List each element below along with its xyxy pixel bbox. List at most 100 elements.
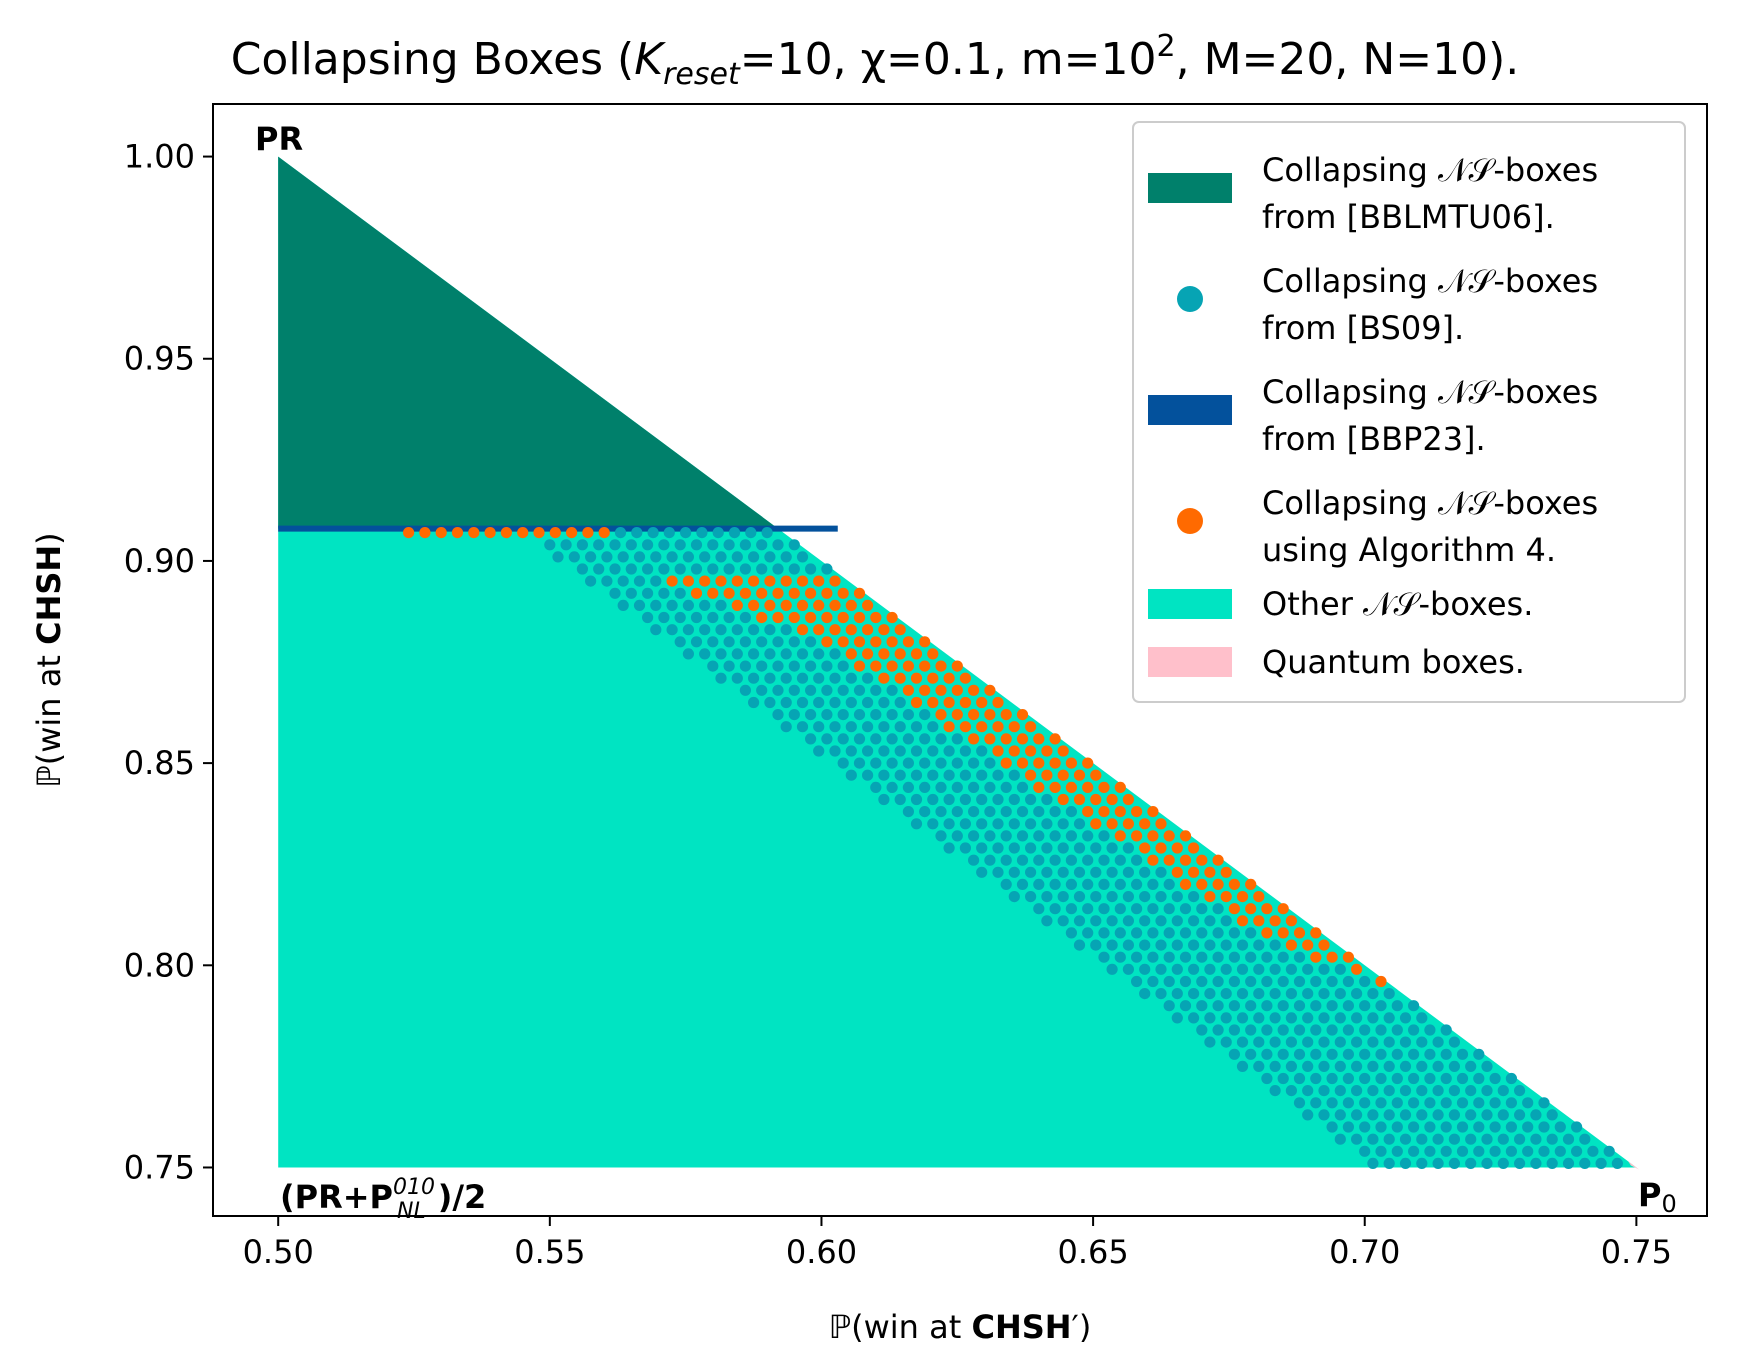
bs09-point	[723, 611, 735, 624]
algo4-point	[1179, 830, 1192, 842]
bs09-point	[1196, 903, 1208, 915]
bs09-point	[764, 624, 776, 636]
algo4-point	[902, 660, 915, 672]
bs09-point	[715, 648, 727, 660]
bs09-point	[894, 721, 906, 733]
bs09-point	[1342, 1121, 1354, 1133]
bs09-point	[1065, 830, 1077, 842]
bs09-point	[1098, 951, 1110, 963]
bs09-point	[650, 575, 662, 587]
bs09-point	[1000, 830, 1012, 842]
algo4-point	[976, 721, 988, 733]
algo4-point	[1073, 793, 1086, 806]
algo4-point	[919, 660, 931, 672]
algo4-point	[1041, 769, 1053, 781]
bs09-point	[1016, 830, 1029, 842]
algo4-point	[862, 624, 874, 636]
bs09-point	[690, 636, 703, 648]
bs09-point	[984, 854, 996, 866]
bs09-point	[1171, 963, 1183, 975]
algo4-point	[935, 709, 947, 721]
bs09-point	[1456, 1145, 1469, 1157]
bs09-point	[1000, 878, 1012, 891]
bs09-point	[1155, 963, 1167, 975]
algo4-point	[968, 733, 980, 745]
bs09-point	[560, 539, 572, 551]
legend-marker-bs09	[1177, 286, 1203, 312]
bs09-point	[1049, 878, 1061, 891]
bs09-point	[1456, 1097, 1469, 1109]
bs09-point	[1196, 975, 1208, 988]
algo4-point	[886, 611, 898, 624]
bs09-point	[959, 793, 972, 806]
bs09-point	[1391, 1121, 1403, 1133]
algo4-point	[1098, 806, 1110, 818]
bs09-point	[837, 733, 849, 745]
algo4-point	[780, 599, 792, 612]
bs09-point	[1049, 830, 1061, 842]
y-tick-label: 0.90	[124, 542, 195, 580]
bs09-point	[1179, 951, 1192, 963]
bs09-point	[663, 527, 675, 539]
bs09-point	[1326, 1097, 1338, 1109]
bs09-point	[894, 745, 906, 757]
bs09-point	[1448, 1036, 1460, 1048]
bs09-point	[1408, 1145, 1420, 1157]
bs09-point	[1522, 1097, 1534, 1109]
bs09-point	[1049, 903, 1061, 915]
bs09-point	[1285, 1036, 1297, 1048]
bs09-point	[1538, 1121, 1550, 1133]
bs09-point	[658, 563, 670, 575]
bs09-point	[1587, 1145, 1599, 1157]
bs09-point	[1016, 806, 1029, 818]
algo4-point	[1098, 781, 1110, 794]
algo4-point	[1196, 854, 1208, 866]
bs09-point	[1253, 1060, 1265, 1072]
algo4-point	[927, 672, 939, 684]
algo4-point	[927, 648, 939, 660]
algo4-point	[968, 684, 980, 696]
algo4-point	[1106, 818, 1118, 830]
algo4-point	[1212, 878, 1224, 891]
algo4-point	[1302, 939, 1314, 951]
bs09-point	[1571, 1145, 1583, 1157]
bs09-point	[796, 648, 809, 660]
bs09-point	[1489, 1121, 1501, 1133]
bs09-point	[1008, 866, 1020, 878]
bs09-point	[739, 539, 752, 551]
bs09-point	[1481, 1085, 1493, 1097]
bs09-point	[699, 551, 711, 563]
algo4-point	[1204, 891, 1216, 903]
bs09-point	[1179, 903, 1192, 915]
bs09-point	[1391, 1097, 1403, 1109]
bs09-point	[1456, 1121, 1469, 1133]
bs09-point	[870, 709, 882, 721]
bs09-point	[1546, 1133, 1558, 1145]
algo4-point	[1065, 781, 1077, 794]
algo4-point	[1131, 830, 1143, 842]
legend-marker-quantum	[1148, 647, 1232, 677]
bs09-point	[682, 624, 695, 636]
algo4-point	[748, 599, 760, 612]
bs09-point	[959, 842, 972, 854]
bs09-point	[1318, 1012, 1330, 1024]
bs09-point	[1025, 793, 1037, 806]
bs09-point	[1375, 1072, 1387, 1085]
bs09-point	[862, 696, 874, 709]
bs09-point	[1481, 1109, 1493, 1121]
bs09-point	[1188, 939, 1200, 951]
bs09-point	[1579, 1157, 1591, 1169]
bs09-point	[680, 527, 692, 539]
bs09-point	[780, 721, 792, 733]
bs09-point	[1033, 903, 1045, 915]
algo4-point	[919, 684, 931, 696]
bs09-point	[1033, 854, 1045, 866]
algo4-point	[1261, 903, 1273, 915]
bs09-point	[1098, 903, 1110, 915]
algo4-point	[813, 599, 825, 612]
x-tick-label: 0.65	[1057, 1233, 1128, 1271]
algo4-point	[780, 575, 792, 587]
bs09-point	[1090, 915, 1102, 927]
bs09-point	[853, 709, 866, 721]
algo4-point	[1245, 878, 1257, 891]
